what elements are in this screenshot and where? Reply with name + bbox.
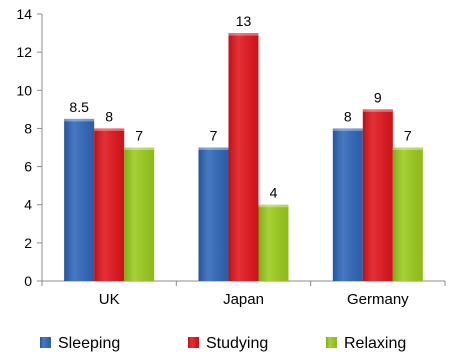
bar-highlight: [64, 118, 95, 122]
bar-highlight: [228, 33, 259, 36]
data-label-sleeping-uk: 8.5: [69, 99, 89, 115]
x-category-label: Japan: [223, 291, 264, 308]
legend-swatch-shade: [40, 337, 51, 348]
y-tick-label: 0: [24, 273, 32, 289]
bar-highlight: [362, 109, 393, 112]
y-tick-label: 2: [24, 235, 32, 251]
bar-highlight: [392, 147, 423, 150]
data-label-relaxing-uk: 7: [135, 128, 143, 144]
x-axis-labels: UK Japan Germany: [99, 291, 409, 308]
legend-label-studying: Studying: [206, 335, 268, 352]
y-tick-label: 6: [24, 159, 32, 175]
bar-shade: [198, 147, 229, 281]
bar-shade: [392, 147, 423, 281]
bar-shade: [64, 118, 95, 282]
legend-label-relaxing: Relaxing: [344, 335, 406, 352]
data-label-relaxing-germany: 7: [404, 128, 412, 144]
bar-shade: [94, 128, 125, 281]
data-label-studying-japan: 13: [236, 13, 252, 29]
chart-data-labels: 8.5 8 7 7 13 4 8 9 7: [69, 13, 412, 201]
bar-shade: [124, 147, 155, 281]
bar-shade: [362, 109, 393, 281]
bar-highlight: [258, 204, 289, 208]
y-tick-label: 14: [16, 6, 32, 22]
bar-shade: [228, 33, 259, 282]
y-tick-label: 8: [24, 120, 32, 136]
y-axis-ticks: 0 2 4 6 8 10 12 14: [16, 6, 42, 289]
bar-highlight: [94, 128, 125, 131]
y-tick-label: 10: [16, 82, 32, 98]
chart-bars: [64, 33, 423, 282]
legend-swatch-shade: [326, 337, 337, 348]
y-tick-label: 4: [24, 197, 32, 213]
y-tick-label: 12: [16, 44, 32, 60]
bar-highlight: [124, 147, 155, 150]
x-category-label: UK: [99, 291, 120, 308]
data-label-studying-germany: 9: [374, 89, 382, 105]
x-category-label: Germany: [347, 291, 409, 308]
legend-label-sleeping: Sleeping: [58, 335, 120, 352]
bar-highlight: [332, 128, 363, 131]
bar-shade: [258, 204, 289, 281]
chart-legend: Sleeping Studying Relaxing: [40, 335, 406, 352]
data-label-studying-uk: 8: [105, 108, 113, 124]
bar-shade: [332, 128, 363, 281]
data-label-sleeping-germany: 8: [344, 108, 352, 124]
data-label-sleeping-japan: 7: [210, 128, 218, 144]
legend-swatch-shade: [188, 337, 199, 348]
data-label-relaxing-japan: 4: [270, 185, 278, 201]
bar-highlight: [198, 147, 229, 150]
